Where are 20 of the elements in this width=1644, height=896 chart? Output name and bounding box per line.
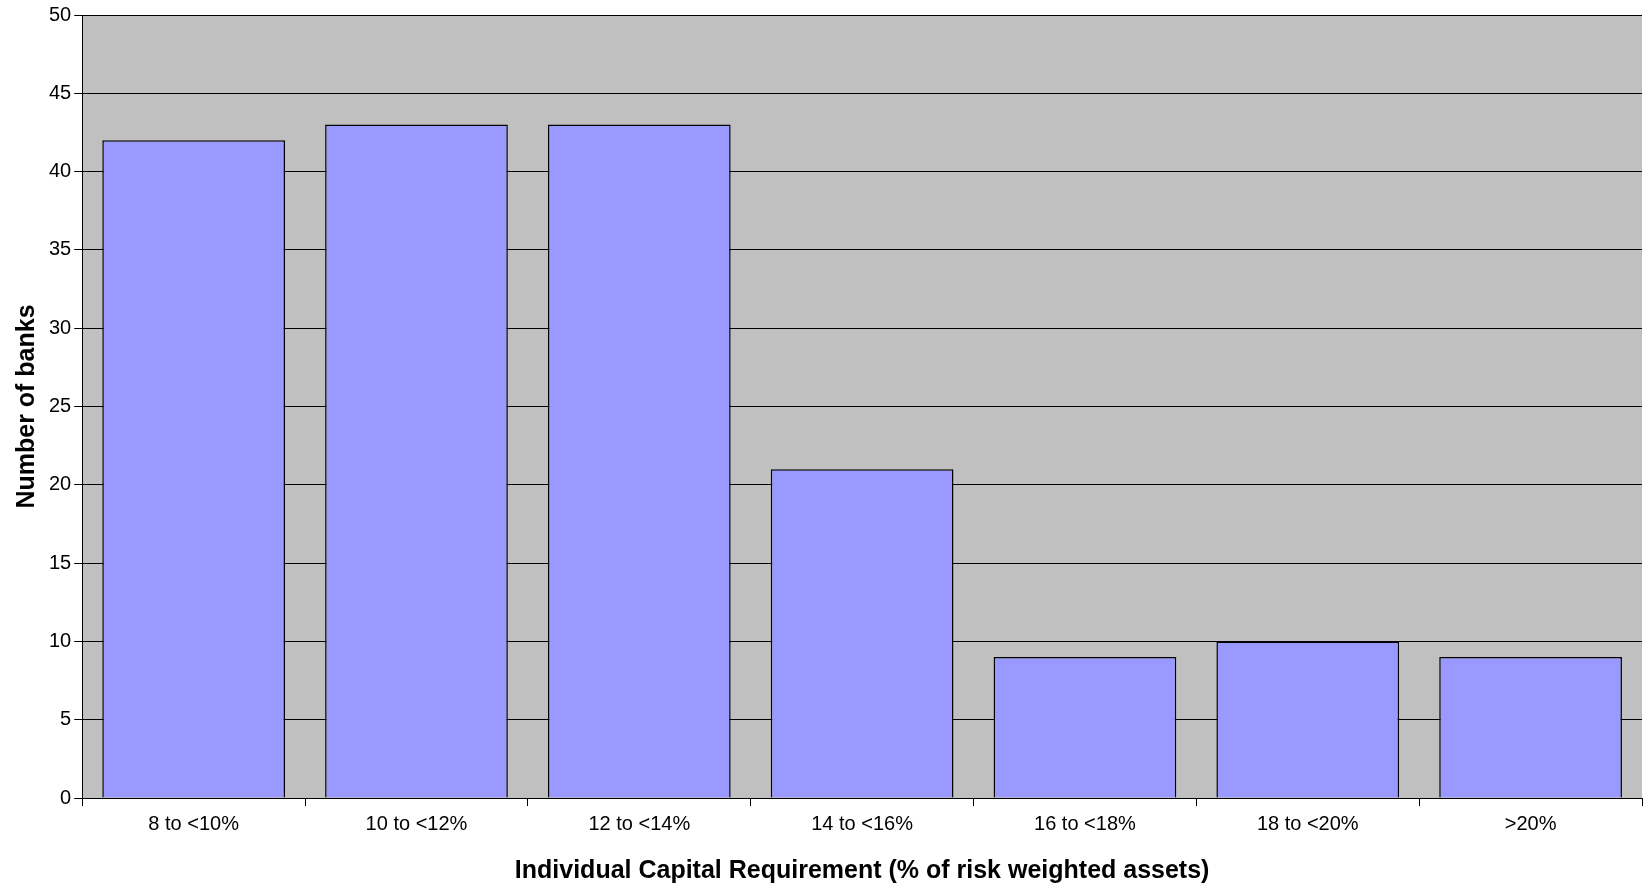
x-tick-label: 10 to <12% bbox=[365, 811, 468, 834]
y-tick-label: 35 bbox=[49, 237, 72, 260]
y-tick-label: 25 bbox=[49, 394, 72, 417]
y-tick-label: 5 bbox=[60, 707, 72, 730]
x-tick-label: 12 to <14% bbox=[588, 811, 691, 834]
y-tick-label: 40 bbox=[49, 159, 72, 182]
y-tick-label: 10 bbox=[49, 628, 72, 651]
y-tick-label: 15 bbox=[49, 550, 72, 573]
x-tick-label: 18 to <20% bbox=[1256, 811, 1359, 834]
x-tick-label: 14 to <16% bbox=[811, 811, 914, 834]
y-tick-label: 0 bbox=[60, 785, 72, 808]
y-tick-label: 20 bbox=[49, 472, 72, 495]
x-tick-label: 16 to <18% bbox=[1034, 811, 1137, 834]
x-axis-title: Individual Capital Requirement (% of risk weighted assets) bbox=[514, 854, 1210, 883]
x-tick-label: 8 to <10% bbox=[148, 811, 240, 834]
y-axis-title: Number of banks bbox=[10, 304, 39, 509]
x-tick-label: >20% bbox=[1504, 811, 1557, 834]
y-tick-label: 45 bbox=[49, 80, 72, 103]
y-tick-label: 30 bbox=[49, 315, 72, 338]
y-tick-label: 50 bbox=[49, 2, 72, 25]
